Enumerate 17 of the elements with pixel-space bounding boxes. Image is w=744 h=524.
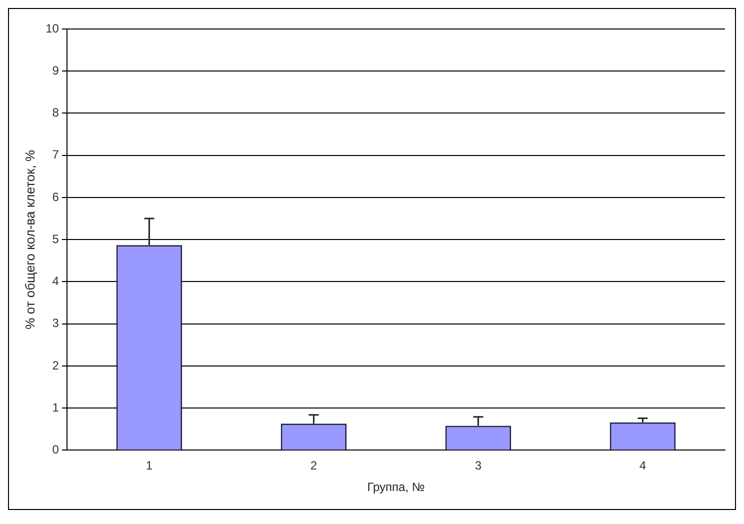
y-tick-label: 3: [52, 316, 60, 330]
y-tick-label: 6: [52, 190, 60, 204]
y-tick-label: 2: [52, 358, 60, 372]
x-tick-label: 4: [639, 458, 646, 473]
y-tick-label: 9: [52, 63, 60, 78]
x-tick-label: 2: [310, 458, 318, 473]
y-tick-label: 10: [46, 21, 60, 36]
x-axis-title: Группа, №: [367, 480, 425, 494]
y-tick-label: 1: [52, 400, 60, 414]
y-tick-label: 4: [52, 274, 60, 288]
x-tick-label: 1: [146, 458, 153, 473]
x-tick-label: 3: [474, 458, 482, 473]
y-tick-label: 0: [52, 442, 60, 457]
y-tick-label: 7: [52, 148, 60, 162]
y-axis-title: % от общего кол-ва клеток, %: [22, 149, 38, 330]
y-tick-label: 5: [52, 232, 60, 246]
y-tick-label: 8: [52, 106, 60, 120]
